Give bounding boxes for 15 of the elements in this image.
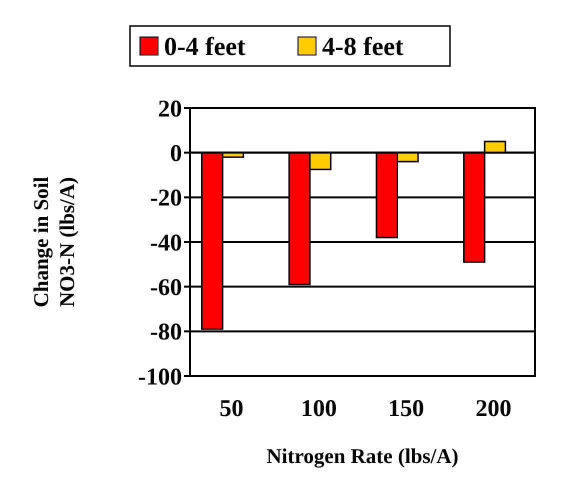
legend-label: 4-8 feet [322, 32, 404, 61]
x-tick-label: 100 [300, 396, 337, 422]
y-tick-label: -20 [150, 186, 182, 212]
y-tick-label: -40 [150, 230, 182, 256]
y-tick-label: -60 [150, 275, 182, 302]
x-tick-label: 50 [219, 396, 244, 422]
y-tick-label: -100 [138, 364, 182, 390]
x-tick-label: 200 [476, 396, 512, 422]
y-axis-title: Change in Soil NO3-N (lbs/A) [29, 176, 79, 308]
legend-label: 0-4 feet [164, 32, 246, 61]
x-tick-label: 150 [388, 396, 424, 422]
y-tick-label: 0 [170, 141, 182, 168]
y-tick-label: -80 [150, 320, 182, 346]
x-axis-title: Nitrogen Rate (lbs/A) [266, 444, 459, 468]
y-tick-label: 20 [158, 96, 182, 122]
